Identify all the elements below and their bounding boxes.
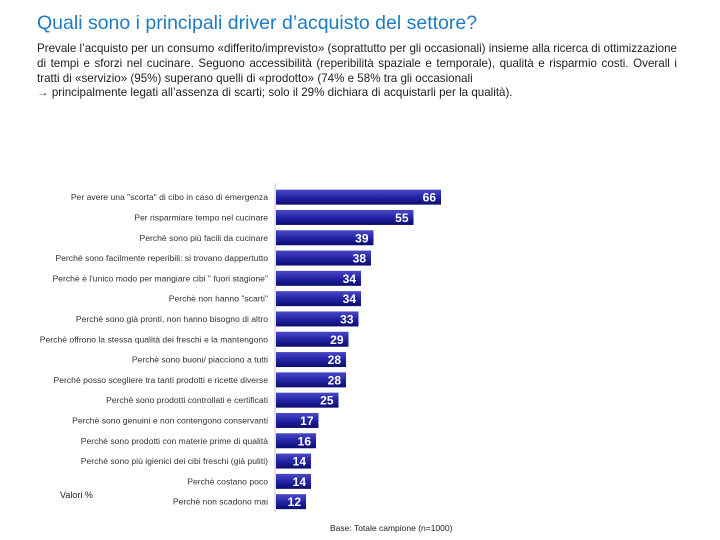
bar [276, 209, 414, 225]
category-label: Perchè sono genuini e non contengono con… [72, 415, 268, 425]
category-label: Perchè non scadono mai [173, 497, 268, 507]
data-label: 29 [330, 333, 344, 347]
summary-paragraph: Prevale l’acquisto per un consumo «diffe… [37, 42, 677, 101]
bar [276, 189, 441, 205]
bar [276, 494, 306, 510]
data-label: 38 [353, 252, 367, 266]
data-label: 25 [320, 394, 334, 408]
data-label: 14 [293, 475, 307, 489]
category-label: Per avere una "scorta" di cibo in caso d… [71, 192, 268, 202]
category-label: Perchè sono più facili da cucinare [139, 233, 268, 243]
bar [276, 291, 361, 307]
data-label: 34 [343, 292, 357, 306]
bar [276, 270, 361, 286]
unit-label: Valori % [60, 490, 93, 500]
bar [276, 331, 349, 347]
category-label: Perchè sono più igienici dei cibi fresch… [81, 456, 268, 466]
data-label: 33 [340, 312, 354, 326]
data-label: 55 [395, 211, 409, 225]
data-label: 28 [328, 373, 342, 387]
category-label: Perchè posso scegliere tra tanti prodott… [54, 375, 269, 385]
bar [276, 372, 346, 388]
value-labels: 66 55 39 38 34 34 33 29 28 28 25 17 16 14 14 12 [288, 191, 437, 510]
data-label: 16 [298, 434, 312, 448]
page-title: Quali sono i principali driver d’acquist… [37, 12, 478, 34]
category-label: Perchè sono buoni/ piacciono a tutti [132, 355, 268, 365]
category-label: Perchè non hanno "scarti" [169, 294, 268, 304]
data-label: 28 [328, 353, 342, 367]
category-label: Perchè costano poco [187, 476, 268, 486]
bar [276, 433, 316, 449]
bar [276, 311, 359, 327]
category-label: Perchè sono già pronti, non hanno bisogn… [76, 314, 268, 324]
data-label: 17 [300, 414, 314, 428]
data-label: 12 [288, 495, 302, 509]
category-label: Perchè sono facilmente reperibili: si tr… [55, 253, 268, 263]
data-label: 14 [293, 455, 307, 469]
summary-text-arrow-line: → principalmente legati all’assenza di s… [37, 86, 513, 100]
bar [276, 392, 339, 408]
bar [276, 453, 311, 469]
bars [276, 189, 441, 510]
base-note: Base: Totale campione (n=1000) [330, 523, 453, 533]
category-label: Perchè è l'unico modo per mangiare cibi … [52, 273, 268, 283]
data-label: 34 [343, 272, 357, 286]
category-labels: Per avere una "scorta" di cibo in caso d… [40, 192, 268, 507]
category-label: Perchè sono prodotti controllati e certi… [106, 395, 268, 405]
bar [276, 250, 371, 266]
bar [276, 412, 319, 428]
bar [276, 230, 374, 246]
bar [276, 473, 311, 489]
data-label: 39 [355, 231, 369, 245]
category-label: Per risparmiare tempo nel cucinare [134, 212, 268, 222]
summary-text: Prevale l’acquisto per un consumo «diffe… [37, 42, 677, 85]
bar [276, 352, 346, 368]
category-label: Perchè offrono la stessa qualità dei fre… [40, 334, 268, 344]
category-label: Perchè sono prodotti con materie prime d… [81, 436, 268, 446]
data-label: 66 [423, 191, 437, 205]
